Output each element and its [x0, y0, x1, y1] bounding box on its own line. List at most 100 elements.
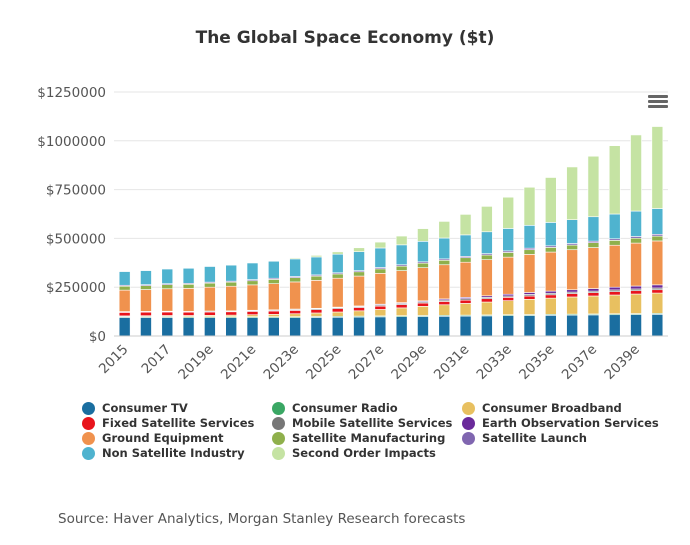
- bar-segment[interactable]: [310, 312, 323, 317]
- bar-segment[interactable]: [587, 242, 600, 248]
- bar-segment[interactable]: [566, 166, 578, 220]
- bar-segment[interactable]: [353, 310, 365, 317]
- bar-segment[interactable]: [395, 304, 408, 309]
- bar-segment[interactable]: [225, 264, 237, 282]
- bar-segment[interactable]: [566, 219, 578, 244]
- bar-segment[interactable]: [246, 280, 259, 286]
- bar-segment[interactable]: [459, 261, 472, 298]
- bar-segment[interactable]: [651, 235, 664, 242]
- bar-segment[interactable]: [438, 301, 451, 306]
- bar-segment[interactable]: [566, 289, 578, 293]
- bar-segment[interactable]: [268, 283, 280, 311]
- legend-item[interactable]: Consumer Broadband: [462, 401, 622, 415]
- legend-item[interactable]: Satellite Launch: [462, 431, 587, 445]
- bar-segment[interactable]: [161, 268, 174, 284]
- bar-segment[interactable]: [353, 247, 365, 252]
- bar-segment[interactable]: [310, 317, 323, 337]
- bar-segment[interactable]: [353, 251, 365, 271]
- bar-segment[interactable]: [438, 221, 451, 239]
- bar-segment[interactable]: [523, 225, 536, 249]
- bar-segment[interactable]: [374, 268, 387, 274]
- bar-segment[interactable]: [310, 309, 323, 314]
- bar-segment[interactable]: [395, 235, 408, 246]
- bar-segment[interactable]: [353, 307, 365, 312]
- bar-segment[interactable]: [374, 241, 387, 249]
- bar-segment[interactable]: [459, 257, 472, 263]
- bar-segment[interactable]: [481, 301, 493, 316]
- bar-segment[interactable]: [118, 271, 131, 286]
- bar-segment[interactable]: [289, 258, 301, 277]
- bar-segment[interactable]: [481, 315, 493, 337]
- legend-item[interactable]: Ground Equipment: [82, 431, 224, 445]
- bar-segment[interactable]: [417, 267, 429, 302]
- bar-segment[interactable]: [246, 284, 259, 311]
- bar-segment[interactable]: [459, 303, 472, 316]
- bar-segment[interactable]: [182, 317, 195, 337]
- bar-segment[interactable]: [289, 317, 301, 337]
- bar-segment[interactable]: [523, 315, 536, 337]
- bar-segment[interactable]: [353, 271, 365, 277]
- bar-segment[interactable]: [417, 241, 429, 263]
- bar-segment[interactable]: [651, 240, 664, 286]
- bar-segment[interactable]: [268, 314, 280, 317]
- bar-segment[interactable]: [118, 289, 131, 312]
- bar-segment[interactable]: [161, 288, 174, 312]
- bar-segment[interactable]: [161, 317, 174, 337]
- bar-segment[interactable]: [566, 244, 578, 251]
- bar-segment[interactable]: [438, 259, 451, 266]
- bar-segment[interactable]: [268, 279, 280, 284]
- bar-segment[interactable]: [608, 286, 621, 291]
- bar-segment[interactable]: [395, 316, 408, 337]
- bar-segment[interactable]: [587, 247, 600, 289]
- bar-segment[interactable]: [566, 296, 578, 315]
- bar-segment[interactable]: [587, 216, 600, 242]
- legend-item[interactable]: Earth Observation Services: [462, 416, 659, 430]
- bar-segment[interactable]: [608, 145, 621, 215]
- legend-item[interactable]: Consumer Radio: [272, 401, 398, 415]
- bar-segment[interactable]: [545, 177, 557, 223]
- bar-segment[interactable]: [225, 317, 237, 337]
- bar-segment[interactable]: [438, 237, 451, 260]
- bar-segment[interactable]: [161, 284, 174, 290]
- bar-segment[interactable]: [417, 316, 429, 337]
- bar-segment[interactable]: [523, 186, 536, 226]
- bar-segment[interactable]: [182, 267, 195, 284]
- bar-segment[interactable]: [459, 315, 472, 337]
- bar-segment[interactable]: [204, 311, 216, 316]
- bar-segment[interactable]: [374, 247, 387, 268]
- bar-segment[interactable]: [523, 295, 536, 300]
- bar-segment[interactable]: [630, 134, 642, 212]
- bar-segment[interactable]: [331, 316, 344, 337]
- bar-segment[interactable]: [438, 264, 451, 300]
- bar-segment[interactable]: [630, 290, 642, 295]
- bar-segment[interactable]: [204, 286, 216, 312]
- bar-segment[interactable]: [246, 262, 259, 280]
- bar-segment[interactable]: [395, 265, 408, 271]
- bar-segment[interactable]: [545, 315, 557, 337]
- bar-segment[interactable]: [459, 299, 472, 304]
- bar-segment[interactable]: [545, 290, 557, 294]
- bar-segment[interactable]: [331, 308, 344, 313]
- bar-segment[interactable]: [118, 312, 131, 317]
- bar-segment[interactable]: [268, 310, 280, 315]
- bar-segment[interactable]: [204, 266, 216, 283]
- bar-segment[interactable]: [246, 317, 259, 337]
- bar-segment[interactable]: [630, 237, 642, 244]
- bar-segment[interactable]: [374, 316, 387, 337]
- bar-segment[interactable]: [268, 317, 280, 337]
- bar-segment[interactable]: [630, 242, 642, 287]
- bar-segment[interactable]: [374, 305, 387, 310]
- bar-segment[interactable]: [523, 249, 536, 255]
- bar-segment[interactable]: [182, 311, 195, 316]
- bar-segment[interactable]: [182, 283, 195, 289]
- bar-segment[interactable]: [545, 251, 557, 292]
- bar-segment[interactable]: [204, 282, 216, 288]
- bar-segment[interactable]: [353, 275, 365, 307]
- legend-item[interactable]: Fixed Satellite Services: [82, 416, 254, 430]
- bar-segment[interactable]: [651, 284, 664, 289]
- bar-segment[interactable]: [545, 222, 557, 247]
- bar-segment[interactable]: [438, 304, 451, 316]
- bar-segment[interactable]: [459, 214, 472, 236]
- bar-segment[interactable]: [566, 314, 578, 337]
- bar-segment[interactable]: [481, 206, 493, 233]
